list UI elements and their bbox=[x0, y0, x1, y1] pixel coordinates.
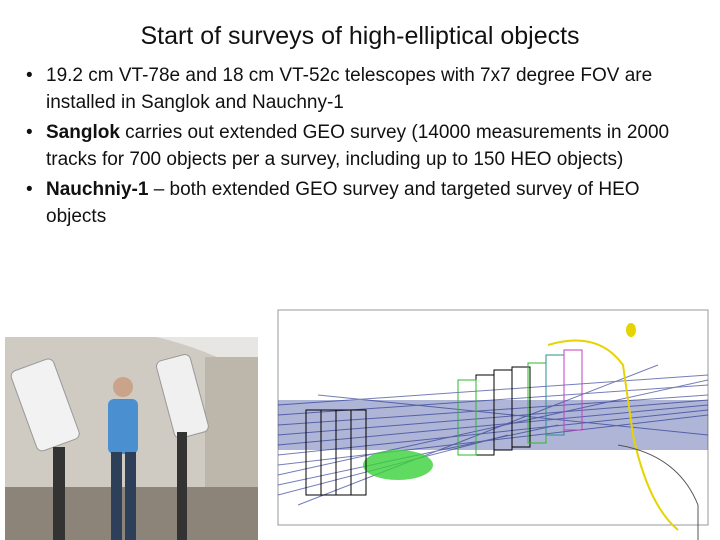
bullet-text: – both extended GEO survey and targeted … bbox=[46, 179, 640, 227]
survey-plot bbox=[258, 305, 716, 540]
bullet-bold: Nauchniy-1 bbox=[46, 179, 149, 200]
bullet: Sanglok carries out extended GEO survey … bbox=[26, 119, 701, 173]
bullet-text: carries out extended GEO survey (14000 m… bbox=[46, 122, 670, 170]
bullet: 19.2 cm VT-78e and 18 cm VT-52c telescop… bbox=[26, 62, 701, 116]
telescope-photo bbox=[5, 337, 258, 540]
bullet: Nauchniy-1 – both extended GEO survey an… bbox=[26, 176, 701, 230]
bullet-text: 19.2 cm VT-78e and 18 cm VT-52c telescop… bbox=[46, 65, 653, 113]
slide-title: Start of surveys of high-elliptical obje… bbox=[140, 22, 580, 50]
bullet-bold: Sanglok bbox=[46, 122, 120, 143]
bullet-list: 19.2 cm VT-78e and 18 cm VT-52c telescop… bbox=[26, 62, 701, 233]
